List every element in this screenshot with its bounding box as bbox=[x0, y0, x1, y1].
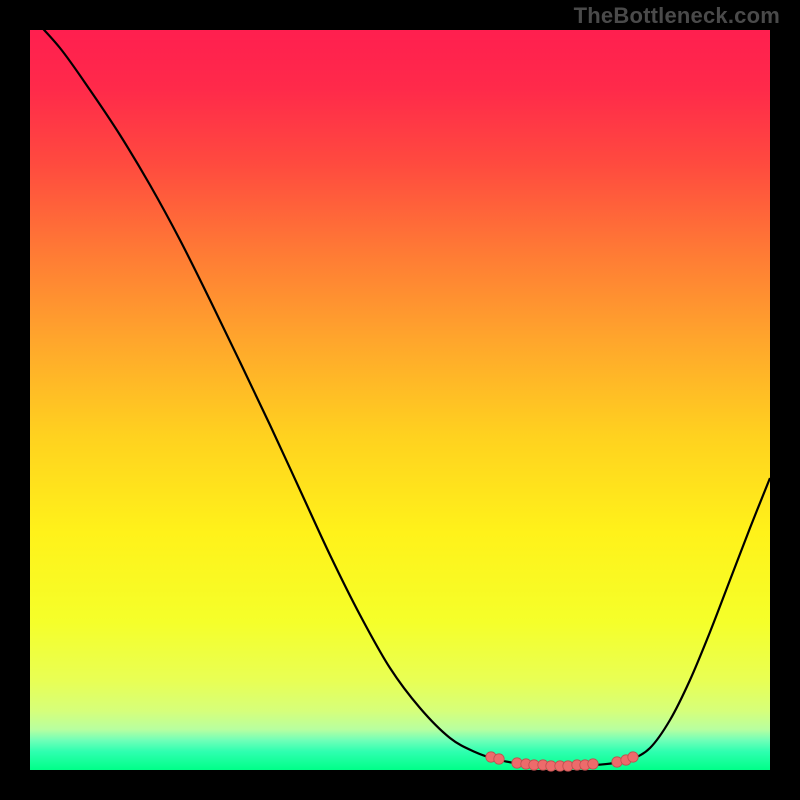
watermark-label: TheBottleneck.com bbox=[574, 3, 780, 29]
bottleneck-chart bbox=[0, 0, 800, 800]
trough-marker bbox=[628, 752, 638, 762]
trough-marker bbox=[612, 757, 622, 767]
trough-marker bbox=[494, 754, 504, 764]
trough-marker bbox=[588, 759, 598, 769]
plot-background bbox=[30, 30, 770, 770]
